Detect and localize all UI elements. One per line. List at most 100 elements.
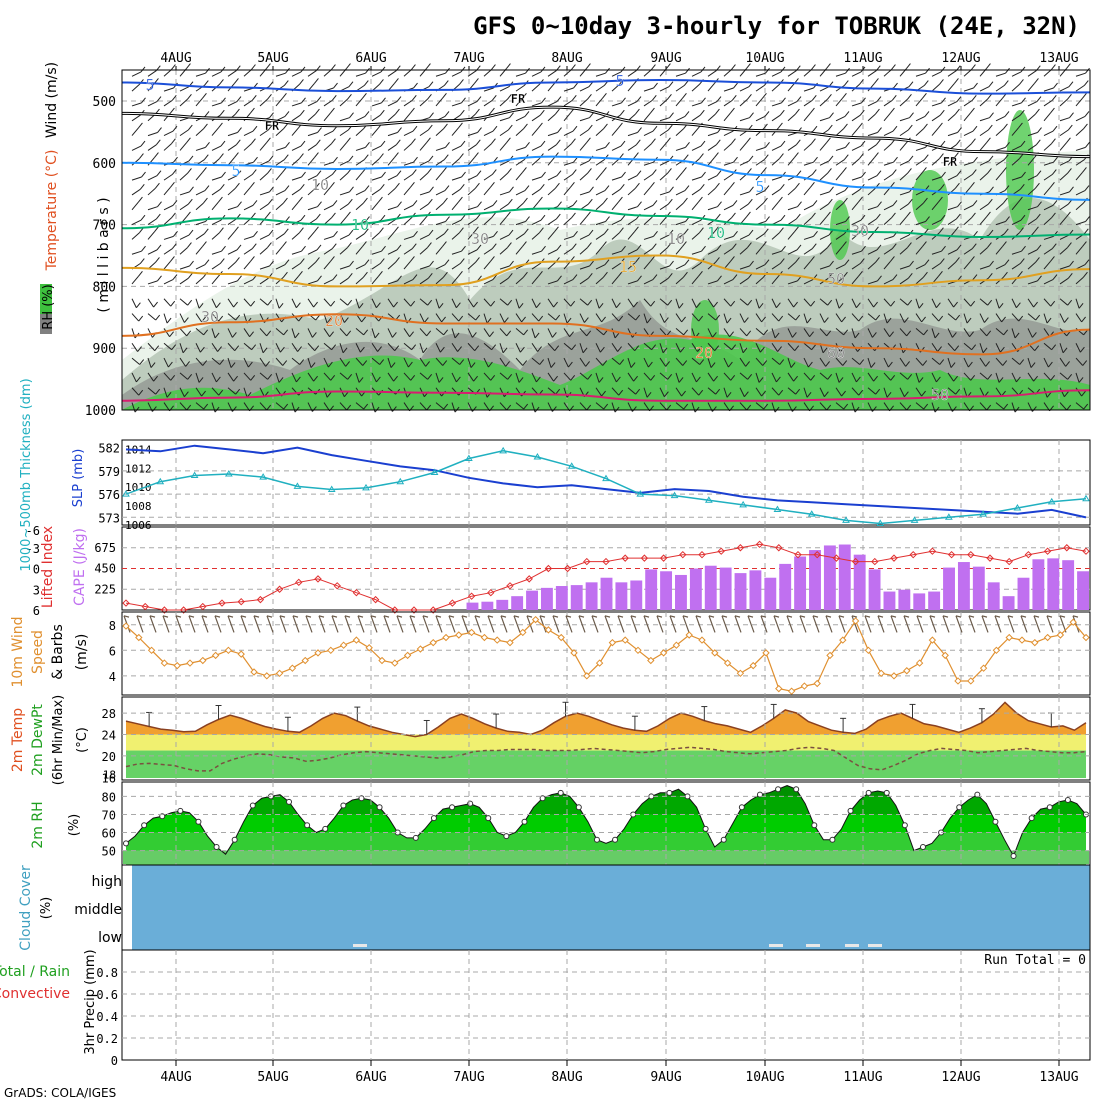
barb-flag [587, 124, 593, 131]
wind-barb-flag [448, 615, 455, 618]
barb-flag [779, 227, 784, 234]
barb [883, 402, 891, 412]
barb-flag [316, 96, 322, 102]
top-day-label-0: 4AUG [160, 51, 191, 66]
barb-flag [812, 125, 818, 132]
barb [387, 298, 395, 308]
wind-barb [409, 615, 417, 633]
barb [899, 117, 910, 122]
barb [499, 313, 505, 323]
barb [611, 127, 619, 136]
barb-flag [859, 359, 865, 365]
barb [451, 176, 462, 181]
barb [371, 158, 380, 166]
barb [1075, 402, 1084, 410]
barb [1011, 250, 1022, 255]
barb-flag [173, 156, 178, 163]
barb-flag [170, 256, 175, 262]
barb-flag [1078, 302, 1084, 309]
barb [179, 387, 185, 397]
barb [419, 402, 428, 411]
barb [243, 130, 254, 137]
wind-barb [227, 615, 235, 633]
wind-marker-31 [519, 628, 527, 637]
barb-flag [204, 185, 210, 191]
thickness-line [125, 450, 1087, 525]
barb [739, 117, 750, 122]
barb [1043, 261, 1051, 270]
barb-flag [139, 184, 145, 190]
wind-barb [448, 615, 456, 633]
barb [595, 357, 604, 366]
barb [371, 201, 379, 211]
barb-flag [666, 404, 672, 411]
barb-flag [726, 391, 732, 398]
barb-flag [539, 227, 544, 234]
barb [579, 298, 588, 306]
wind-barb-flag [955, 615, 962, 618]
barb [547, 342, 556, 352]
barb-flag [266, 137, 271, 144]
barb-flag [781, 245, 786, 252]
wind-barb-flag [474, 615, 481, 618]
barb [227, 218, 237, 226]
barb [275, 233, 285, 240]
barb-flag [810, 375, 816, 381]
barb [195, 372, 200, 383]
barb [419, 203, 429, 211]
slp-left-tick-0: 582 [98, 442, 120, 456]
barb [243, 357, 249, 368]
barb [515, 190, 526, 196]
barb-flag [925, 216, 930, 222]
barb-flag [924, 259, 930, 266]
barb-flag [474, 152, 479, 158]
barb-flag [873, 375, 878, 382]
barb [707, 83, 715, 92]
barb-flag [986, 330, 992, 337]
barb [547, 249, 558, 255]
barb-flag [892, 200, 898, 206]
barb [675, 115, 686, 122]
barb-flag [1051, 344, 1057, 350]
barb-flag [411, 243, 417, 249]
barb-flag [953, 375, 958, 382]
barb [723, 99, 733, 107]
barb-flag [571, 212, 576, 219]
barb-flag [347, 93, 352, 100]
barb-flag [155, 182, 160, 189]
barb [803, 342, 812, 351]
barb [851, 275, 859, 285]
barb-flag [380, 140, 386, 147]
barb [1043, 235, 1054, 240]
barb [323, 328, 331, 337]
barb-flag [427, 374, 433, 380]
barb-flag [939, 227, 944, 234]
cloud-low-mark-0 [353, 944, 367, 947]
wind-barb-flag [253, 615, 260, 618]
barb [179, 98, 188, 107]
barb-flag [234, 78, 239, 84]
barb [819, 357, 827, 367]
barb [707, 298, 715, 308]
barb-flag [923, 271, 928, 278]
barb-flag [426, 137, 431, 144]
barb-flag [891, 212, 896, 219]
barb-flag [443, 228, 449, 235]
barb-flag [555, 108, 560, 115]
barb-flag [713, 301, 718, 308]
barb-flag [989, 112, 994, 118]
wind-barb [513, 615, 521, 633]
barb-flag [348, 229, 354, 236]
wind-barb-flag [422, 615, 429, 618]
barb [899, 277, 909, 285]
barb [259, 216, 267, 225]
barb [947, 70, 957, 77]
barb-flag [202, 167, 207, 173]
barb [227, 298, 235, 308]
barb-flag [295, 302, 301, 309]
barb [819, 372, 828, 380]
barb-flag [954, 78, 959, 84]
barb-flag [1082, 92, 1087, 99]
barb [1011, 357, 1020, 365]
barb-flag [235, 257, 240, 263]
